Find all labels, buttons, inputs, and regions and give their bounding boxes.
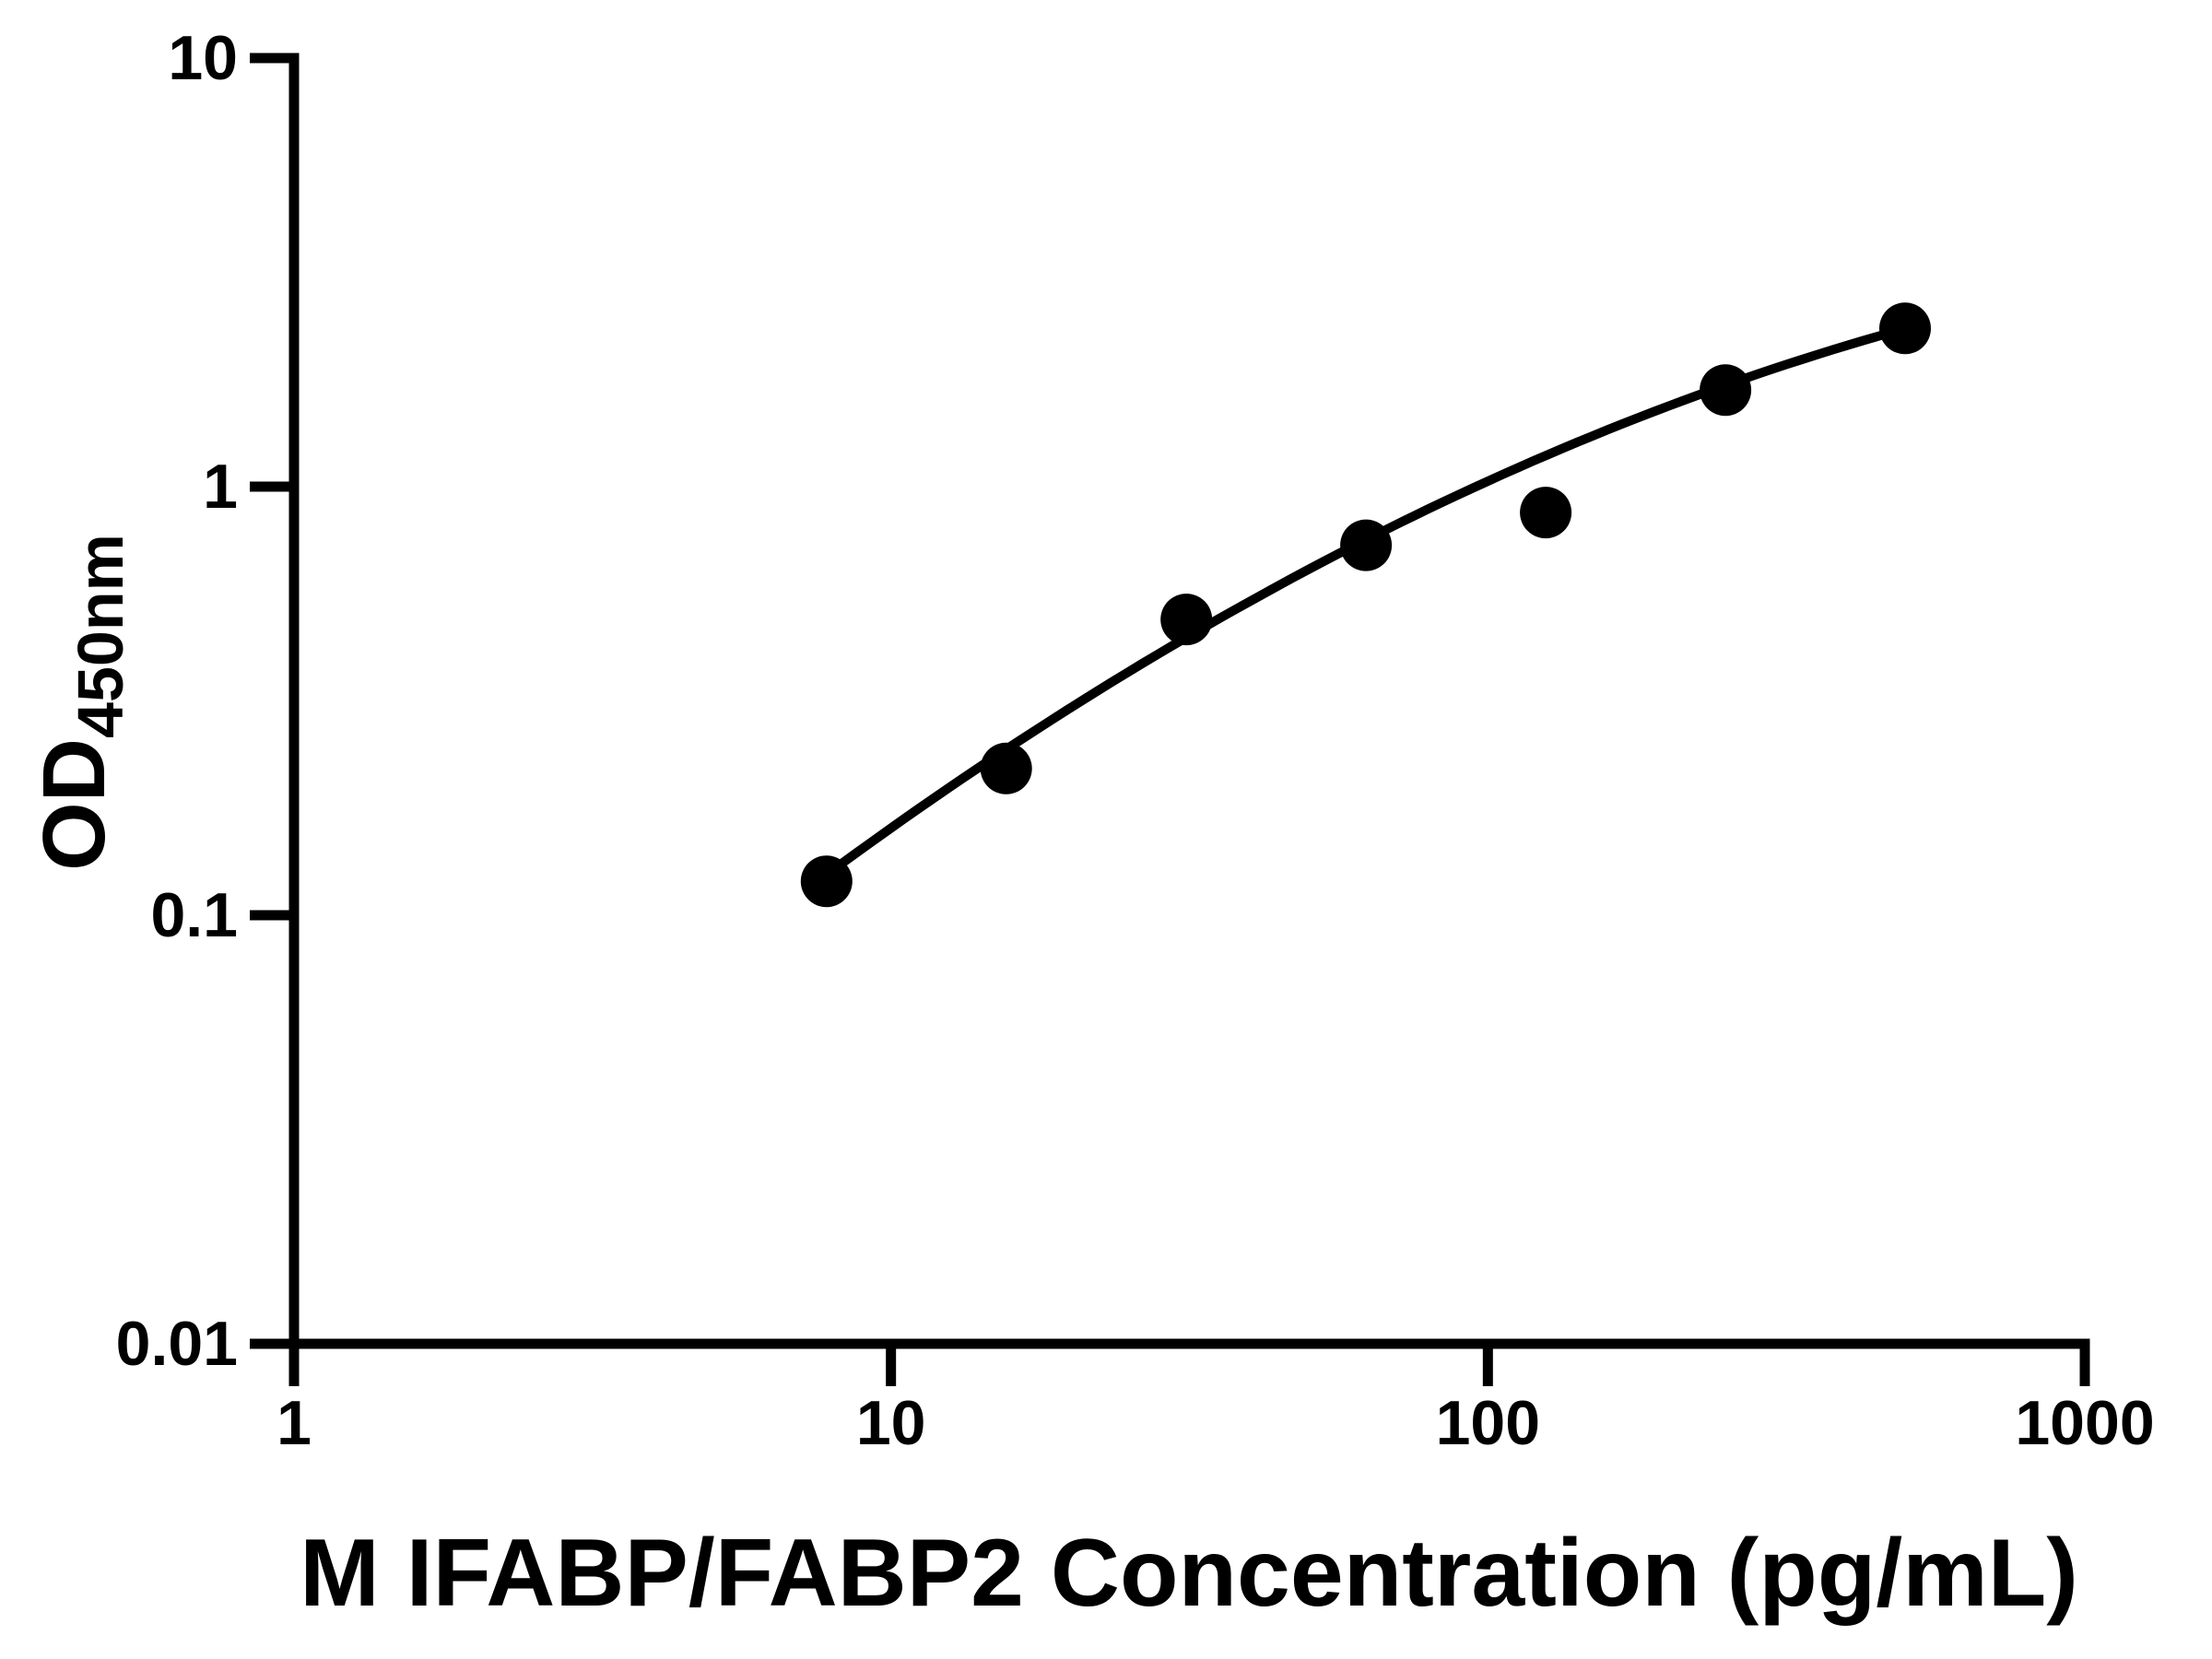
- x-tick-label: 10: [856, 1388, 926, 1458]
- y-axis-title-subscript: 450nm: [65, 534, 136, 738]
- data-point-marker: [1700, 364, 1752, 417]
- fit-curve-path: [821, 323, 1912, 879]
- data-point-marker: [1879, 302, 1931, 355]
- y-tick-label: 0.01: [116, 1309, 238, 1379]
- y-tick-label: 0.1: [150, 880, 238, 950]
- x-tick-label: 100: [1436, 1388, 1540, 1458]
- y-tick-label: 10: [168, 23, 238, 93]
- plot-area: 10 1 0.1 0.01 1 10 100 1000: [116, 23, 2155, 1458]
- data-point-marker: [1340, 519, 1393, 571]
- x-axis-title: M IFABP/FABP2 Concentration (pg/mL): [300, 1520, 2078, 1627]
- data-point-marker: [1160, 594, 1213, 646]
- y-axis-title: OD450nm: [25, 534, 136, 871]
- x-tick-label: 1000: [2015, 1388, 2154, 1458]
- data-point-marker: [980, 742, 1032, 794]
- data-point-marker: [1520, 487, 1572, 539]
- x-tick-label: 1: [276, 1388, 312, 1458]
- y-tick-label: 1: [203, 452, 238, 522]
- data-point-marker: [800, 855, 853, 908]
- y-axis-title-main: OD: [25, 738, 124, 871]
